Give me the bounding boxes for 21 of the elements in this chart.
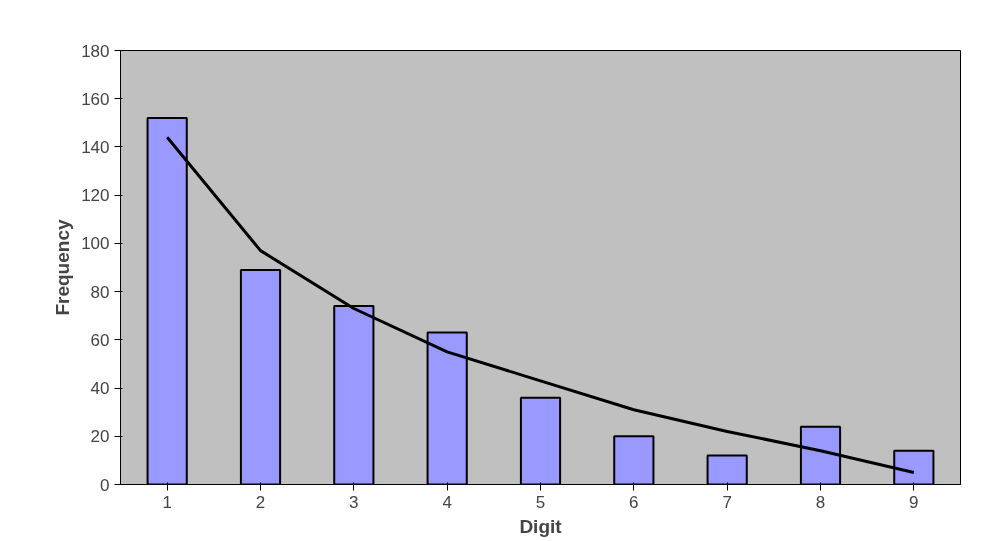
y-tick-label: 140 (81, 137, 110, 157)
y-axis-title: Frequency (52, 219, 74, 316)
x-tick-label: 2 (255, 492, 266, 512)
y-tick-label: 60 (90, 330, 110, 350)
y-tick-label: 100 (81, 234, 110, 254)
y-tick-label: 0 (100, 475, 110, 495)
x-tick-label: 4 (442, 492, 452, 512)
y-tick-label: 180 (81, 41, 110, 61)
x-tick-label: 7 (722, 492, 732, 512)
y-tick-label: 80 (90, 282, 110, 302)
y-tick-label: 40 (90, 379, 110, 399)
x-tick-label: 3 (349, 492, 359, 512)
x-axis-title: Digit (519, 515, 563, 537)
x-tick-label: 5 (535, 492, 546, 512)
x-tick-label: 9 (909, 492, 919, 512)
x-tick-label: 6 (629, 492, 639, 512)
x-tick-label: 1 (162, 492, 172, 512)
y-tick-label: 160 (81, 89, 110, 109)
y-tick-label: 20 (90, 427, 110, 447)
y-tick-label: 120 (81, 186, 110, 206)
x-tick-label: 8 (815, 492, 826, 512)
